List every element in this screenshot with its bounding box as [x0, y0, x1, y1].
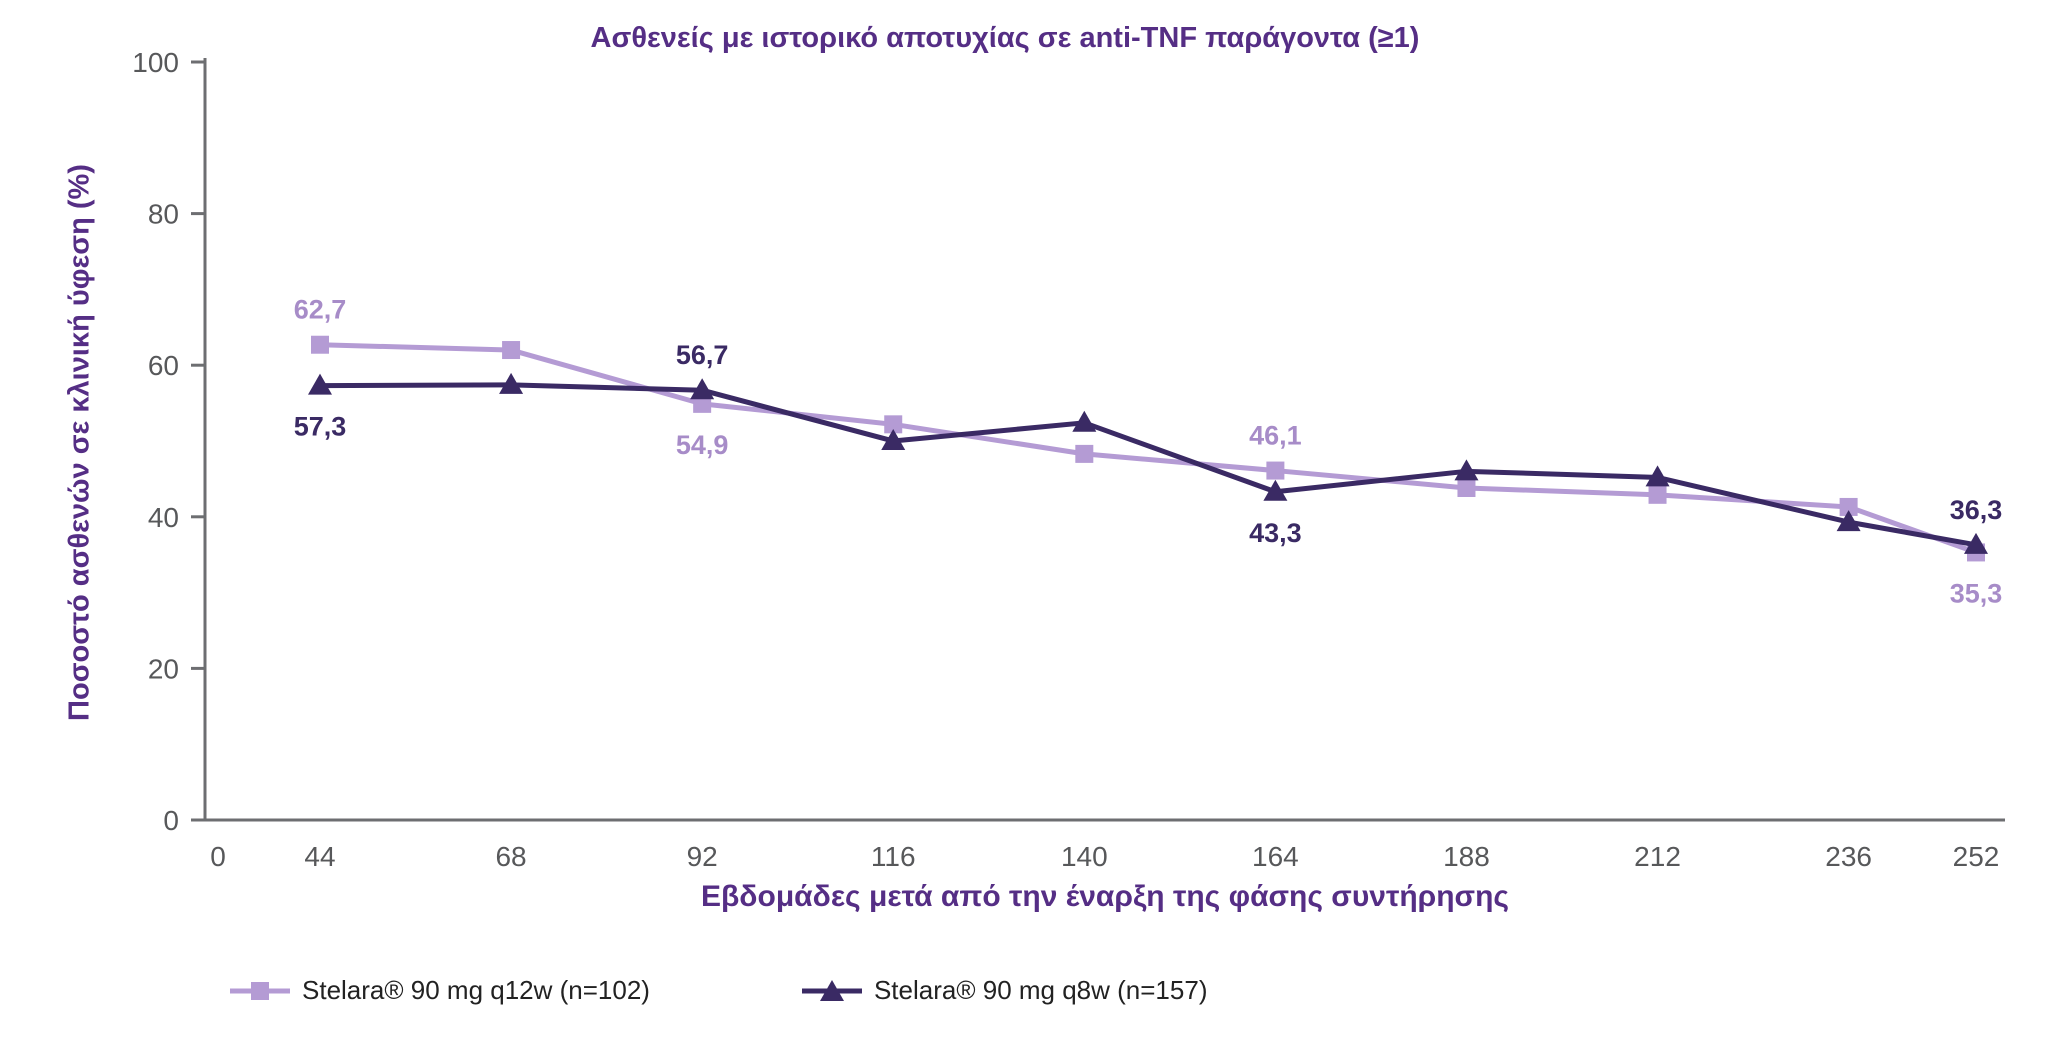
series-line-q12w	[319, 342, 1977, 555]
data-point-triangle-marker	[1454, 459, 1479, 481]
data-point-square-marker	[502, 341, 521, 360]
data-point-triangle-marker	[881, 429, 906, 450]
y-tick-label: 40	[148, 502, 179, 533]
data-point-square-marker	[311, 335, 329, 354]
legend-marker-square-icon	[230, 981, 290, 1000]
series-line-q8w	[319, 382, 1977, 548]
legend-label-q8w: Stelara® 90 mg q8w (n=157)	[873, 975, 1208, 1005]
x-tick-label: 68	[495, 841, 526, 872]
data-point-triangle-marker	[1836, 510, 1861, 532]
data-point-triangle-marker	[690, 378, 715, 400]
data-point-label: 57,3	[294, 412, 347, 442]
data-point-square-marker	[1457, 478, 1476, 497]
data-point-square-marker	[693, 394, 712, 413]
legend: Stelara® 90 mg q12w (n=102) Stelara® 90 …	[228, 975, 1207, 1006]
x-tick-label: 188	[1443, 841, 1490, 872]
legend-marker-triangle-icon	[801, 979, 862, 1001]
x-tick-label: 164	[1252, 841, 1299, 872]
data-point-square-marker	[1839, 497, 1858, 516]
data-point-triangle-marker	[1263, 479, 1288, 501]
legend-label-q12w: Stelara® 90 mg q12w (n=102)	[302, 975, 650, 1005]
y-tick-label: 20	[148, 653, 179, 684]
data-point-label: 35,3	[1950, 578, 2003, 608]
y-tick-label: 60	[148, 350, 179, 381]
data-point-label: 54,9	[676, 430, 729, 460]
y-tick-label: 80	[148, 199, 179, 230]
x-tick-label: 0	[210, 841, 226, 872]
data-point-triangle-marker	[308, 373, 332, 395]
x-tick-label: 236	[1825, 841, 1872, 872]
y-tick-label: 0	[163, 805, 179, 836]
x-axis-title: Εβδομάδες μετά από την έναρξη της φάσης …	[700, 880, 1510, 913]
data-point-square-marker	[1648, 485, 1667, 504]
data-point-label: 46,1	[1249, 421, 1302, 451]
data-point-triangle-marker	[1964, 532, 1988, 554]
data-point-label: 56,7	[676, 340, 729, 370]
data-point-square-marker	[1266, 461, 1285, 480]
x-tick-label: 252	[1953, 841, 2000, 872]
data-point-triangle-marker	[1072, 410, 1097, 432]
x-tick-label: 140	[1061, 841, 1108, 872]
x-tick-label: 212	[1634, 841, 1681, 872]
x-tick-label: 116	[871, 841, 916, 872]
data-point-triangle-marker	[1645, 465, 1670, 487]
data-point-triangle-marker	[499, 372, 524, 394]
data-point-label: 43,3	[1249, 518, 1302, 548]
legend-item-q8w: Stelara® 90 mg q8w (n=157)	[800, 975, 1208, 1006]
data-point-label: 62,7	[294, 295, 347, 325]
chart-title: Ασθενείς με ιστορικό αποτυχίας σε anti-T…	[590, 22, 1420, 54]
data-point-square-marker	[884, 415, 903, 434]
plot-area: 0 20 40 60 80 100 0 44 68 92 116 140 164 188 212 236 252…	[132, 47, 2005, 872]
x-tick-label: 44	[304, 841, 335, 872]
y-tick-label: 100	[132, 47, 179, 78]
data-point-label: 36,3	[1950, 495, 2003, 525]
legend-item-q12w: Stelara® 90 mg q12w (n=102)	[228, 975, 650, 1006]
x-tick-label: 92	[687, 841, 718, 872]
data-point-square-marker	[1075, 444, 1094, 463]
